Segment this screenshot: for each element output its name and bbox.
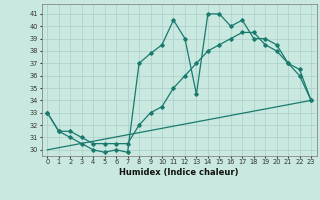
X-axis label: Humidex (Indice chaleur): Humidex (Indice chaleur) <box>119 168 239 177</box>
